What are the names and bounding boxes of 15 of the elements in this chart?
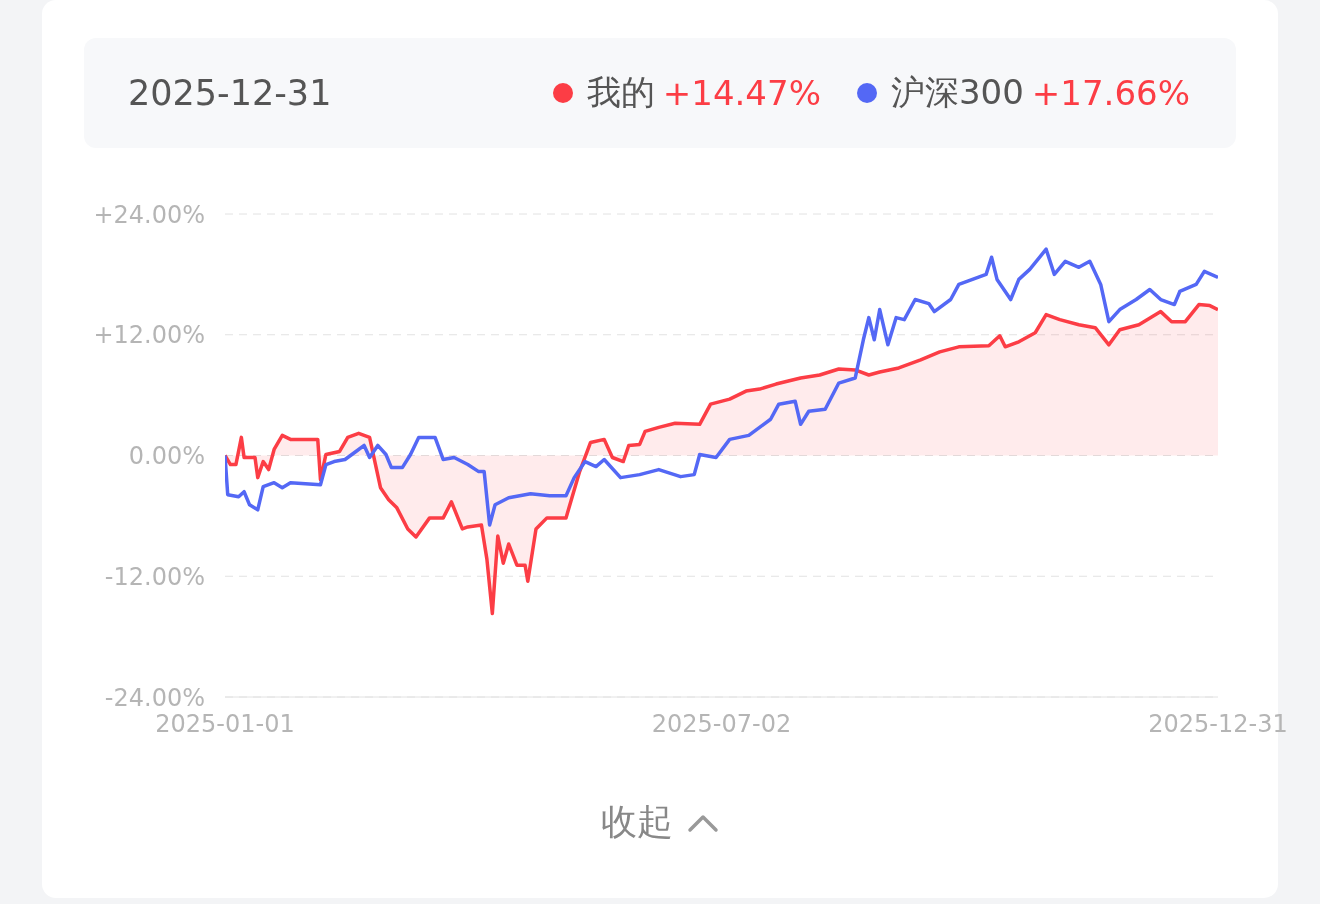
legend-label: 我的 — [586, 71, 655, 114]
text: +17.66% — [1031, 73, 1190, 113]
x-tick-label: 2025-07-02 — [651, 710, 792, 739]
chart-title: 2025-12-31 — [128, 73, 332, 113]
text: 收起 — [601, 800, 673, 844]
x-tick-label: 2025-12-31 — [1148, 710, 1288, 739]
y-tick-label: +12.00% — [93, 321, 205, 350]
text: +14.47% — [662, 73, 821, 113]
y-tick-label: 0.00% — [128, 442, 205, 471]
line-series — [225, 247, 1218, 527]
legend-label: 沪深300 — [890, 71, 1024, 114]
x-tick-label: 2025-01-01 — [155, 710, 295, 739]
y-tick-label: +24.00% — [93, 200, 205, 229]
y-tick-label: -24.00% — [104, 683, 205, 712]
y-tick-label: -12.00% — [104, 562, 205, 591]
